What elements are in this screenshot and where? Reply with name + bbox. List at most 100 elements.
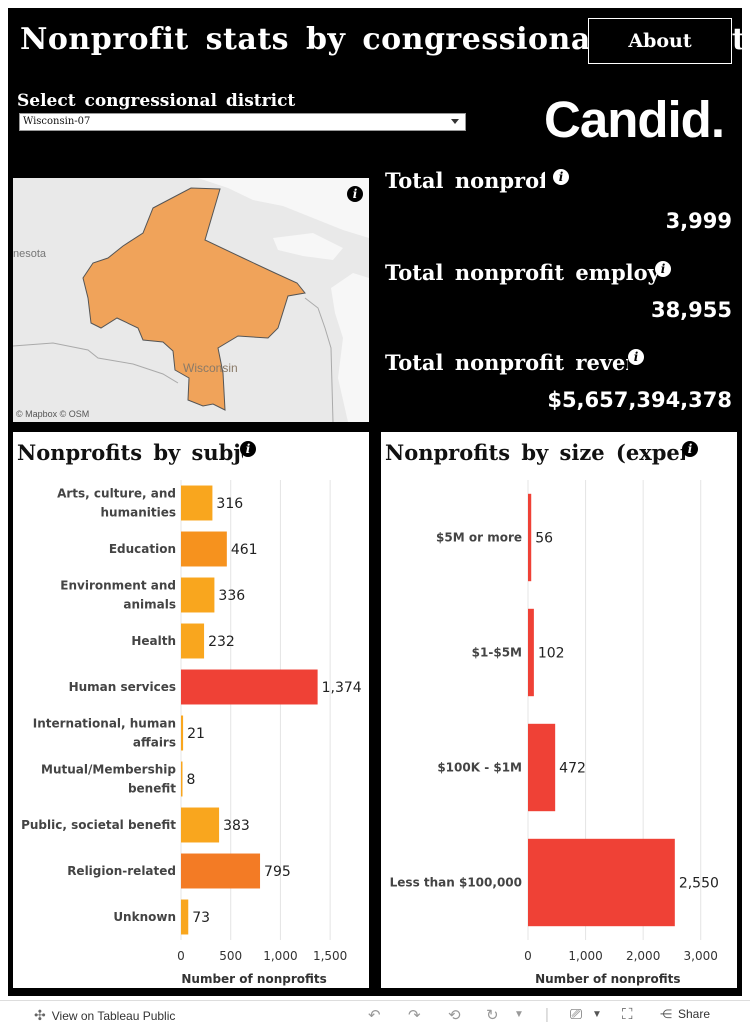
total-employees-value: 38,955 bbox=[650, 298, 732, 322]
x-axis-title: Number of nonprofits bbox=[535, 972, 680, 986]
bar bbox=[181, 715, 184, 751]
bar bbox=[181, 485, 213, 521]
chevron-down-icon[interactable]: ▼ bbox=[514, 1009, 524, 1020]
bar-value-label: 336 bbox=[218, 588, 245, 604]
category-label: Religion-related bbox=[67, 864, 176, 878]
bar-value-label: 73 bbox=[192, 910, 210, 926]
bar bbox=[181, 623, 205, 659]
subject-chart: 0 500 1,000 1,500 Number of nonprofits 316 Art… bbox=[21, 480, 362, 986]
map-attribution: © Mapbox © OSM bbox=[16, 409, 90, 419]
share-label: Share bbox=[678, 1007, 711, 1021]
map-state-label: Wisconsin bbox=[183, 361, 238, 375]
category-label: Unknown bbox=[113, 910, 176, 924]
tableau-icon: ✣ bbox=[34, 1007, 46, 1023]
district-shape bbox=[82, 187, 306, 411]
dashboard: Nonprofit stats by congressional distric… bbox=[8, 8, 742, 996]
bar-value-label: 1,374 bbox=[322, 680, 362, 696]
bar bbox=[528, 493, 532, 582]
info-icon[interactable]: i bbox=[553, 169, 569, 185]
district-select[interactable]: Wisconsin-07 bbox=[19, 113, 466, 131]
total-nonprofits-value: 3,999 bbox=[665, 209, 732, 233]
bar bbox=[181, 577, 215, 613]
subject-chart-panel: Nonprofits by subject i 0 500 1,000 1,500 Nu… bbox=[13, 432, 369, 988]
district-map[interactable]: nesota Wisconsin © Mapbox © OSM i bbox=[13, 178, 369, 422]
info-icon[interactable]: i bbox=[655, 261, 671, 277]
category-label: Environment and bbox=[60, 579, 176, 593]
info-icon[interactable]: i bbox=[347, 186, 363, 202]
bar bbox=[181, 669, 318, 705]
x-tick-label: 1,000 bbox=[568, 949, 602, 963]
category-label: Arts, culture, and bbox=[57, 487, 176, 501]
info-icon[interactable]: i bbox=[682, 441, 698, 457]
undo-icon[interactable]: ↶ bbox=[368, 1007, 381, 1024]
x-axis-title: Number of nonprofits bbox=[181, 972, 326, 986]
x-tick-label: 1,500 bbox=[313, 949, 347, 963]
bar-value-label: 461 bbox=[231, 542, 258, 558]
category-label: benefit bbox=[128, 782, 176, 796]
category-label: Public, societal benefit bbox=[21, 818, 176, 832]
info-icon[interactable]: i bbox=[628, 349, 644, 365]
redo-icon[interactable]: ↷ bbox=[408, 1007, 421, 1024]
view-on-tableau-label: View on Tableau Public bbox=[51, 1008, 176, 1023]
category-label: animals bbox=[123, 598, 176, 612]
map-canvas bbox=[13, 178, 369, 422]
category-label: Human services bbox=[69, 680, 176, 694]
chevron-down-icon[interactable]: ▼ bbox=[592, 1009, 602, 1020]
bar-value-label: 56 bbox=[535, 531, 553, 547]
share-icon: ⋲ bbox=[660, 1007, 672, 1021]
bar-value-label: 383 bbox=[223, 818, 250, 834]
bar bbox=[181, 807, 220, 843]
category-label: $100K - $1M bbox=[437, 761, 522, 775]
bar-value-label: 232 bbox=[208, 634, 235, 650]
subject-chart-title: Nonprofits by subject bbox=[17, 440, 243, 465]
tableau-toolbar: ✣ View on Tableau Public ↶ ↷ ⟲ ↻ ▼ | ⎚ ▼… bbox=[0, 1000, 750, 1027]
download-icon[interactable]: ⎚ bbox=[570, 1006, 583, 1023]
candid-logo: Candid. bbox=[544, 91, 725, 148]
category-label: Education bbox=[109, 542, 176, 556]
bar-value-label: 2,550 bbox=[679, 876, 719, 892]
info-icon[interactable]: i bbox=[240, 441, 256, 457]
district-select-value: Wisconsin-07 bbox=[23, 116, 91, 127]
size-chart-title: Nonprofits by size (expenses) bbox=[385, 440, 685, 465]
revert-icon[interactable]: ⟲ bbox=[448, 1007, 461, 1024]
x-tick-label: 2,000 bbox=[626, 949, 660, 963]
share-button[interactable]: ⋲ Share bbox=[660, 1007, 710, 1021]
total-nonprofits-label: Total nonprofits bbox=[385, 168, 545, 193]
category-label: $1-$5M bbox=[472, 646, 522, 660]
bar bbox=[181, 531, 227, 567]
bar-value-label: 8 bbox=[187, 772, 196, 788]
bar-value-label: 795 bbox=[264, 864, 291, 880]
total-revenue-label: Total nonprofit revenue bbox=[385, 350, 628, 375]
bar bbox=[528, 838, 675, 927]
total-employees-label: Total nonprofit employees bbox=[385, 260, 657, 285]
x-tick-label: 3,000 bbox=[684, 949, 718, 963]
fullscreen-icon[interactable]: ⛶ bbox=[622, 1006, 633, 1023]
bar-value-label: 316 bbox=[216, 496, 243, 512]
size-chart-panel: Nonprofits by size (expenses) i 0 1,000 2,… bbox=[381, 432, 737, 988]
category-label: humanities bbox=[101, 506, 176, 520]
x-tick-label: 1,000 bbox=[263, 949, 297, 963]
select-district-label: Select congressional district bbox=[17, 91, 296, 111]
bar-value-label: 472 bbox=[559, 761, 586, 777]
bar-value-label: 21 bbox=[187, 726, 205, 742]
bar bbox=[181, 853, 261, 889]
category-label: affairs bbox=[133, 736, 176, 750]
chevron-down-icon bbox=[451, 119, 459, 124]
category-label: Mutual/Membership bbox=[41, 763, 176, 777]
bar bbox=[181, 761, 183, 797]
category-label: Less than $100,000 bbox=[390, 876, 522, 890]
about-button[interactable]: About bbox=[588, 18, 732, 64]
x-tick-label: 500 bbox=[219, 949, 242, 963]
category-label: $5M or more bbox=[436, 531, 522, 545]
bar bbox=[181, 899, 189, 935]
x-tick-label: 0 bbox=[177, 949, 185, 963]
bar bbox=[528, 723, 556, 812]
bar bbox=[528, 608, 534, 697]
refresh-icon[interactable]: ↻ bbox=[486, 1007, 499, 1024]
toolbar-divider: | bbox=[545, 1006, 549, 1023]
total-revenue-value: $5,657,394,378 bbox=[547, 388, 732, 412]
category-label: Health bbox=[131, 634, 176, 648]
map-state-label: nesota bbox=[13, 248, 47, 260]
x-tick-label: 0 bbox=[524, 949, 532, 963]
view-on-tableau-link[interactable]: ✣ View on Tableau Public bbox=[34, 1007, 175, 1024]
